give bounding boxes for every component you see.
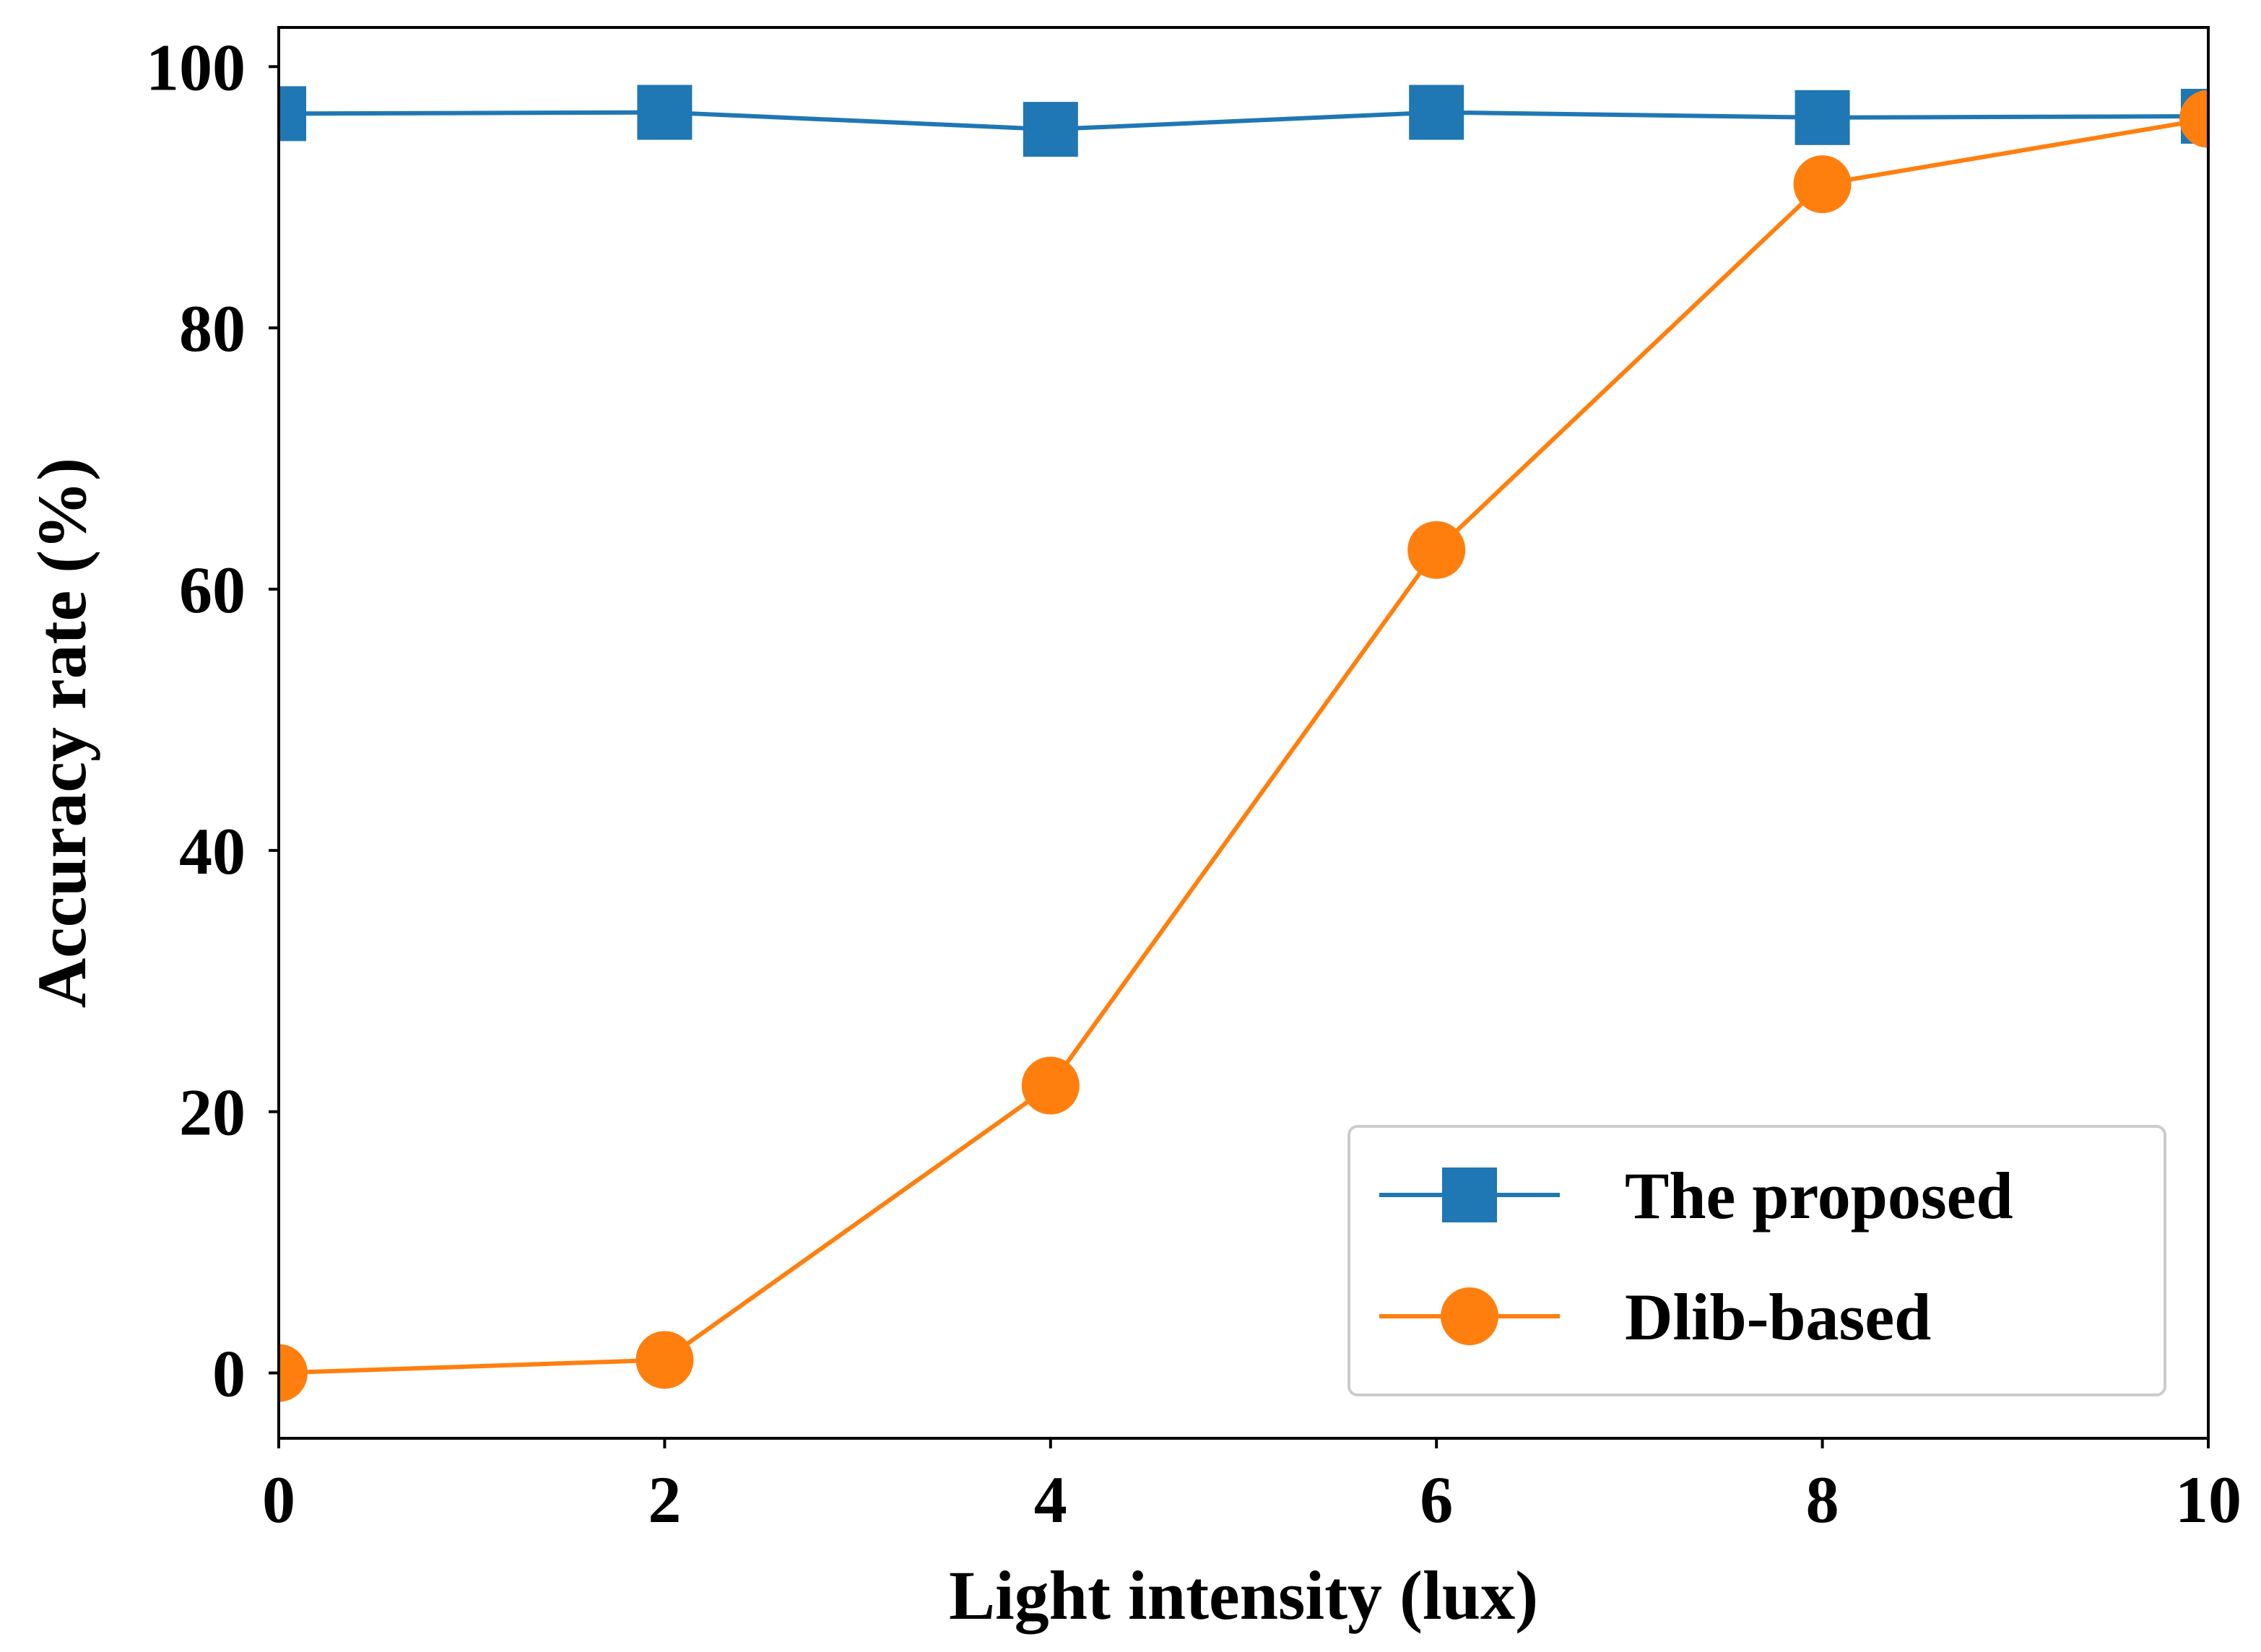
x-tick-label: 6 [1420, 1463, 1453, 1536]
x-tick-label: 8 [1806, 1463, 1839, 1536]
legend-label-dlib-based: Dlib-based [1625, 1280, 1931, 1354]
series-line-the-proposed [279, 110, 2208, 132]
legend-marker-dlib-based [1441, 1287, 1498, 1345]
y-tick-label: 60 [179, 553, 246, 627]
series-line-dlib-based [279, 116, 2208, 1375]
y-tick-label: 0 [212, 1337, 246, 1411]
data-point-dlib-based [1793, 155, 1852, 214]
data-point-the-proposed [1409, 84, 1464, 140]
y-axis-ticks: 0 20 40 60 80 100 [146, 30, 279, 1411]
y-axis-label: Accuracy rate (%) [23, 458, 100, 1008]
series-markers [279, 84, 2208, 1402]
data-point-dlib-based [279, 1344, 308, 1402]
x-tick-label: 2 [648, 1463, 681, 1536]
y-tick-label: 40 [179, 814, 246, 888]
y-tick-label: 80 [179, 292, 246, 365]
data-point-dlib-based [1021, 1056, 1080, 1115]
y-tick-label: 100 [146, 30, 246, 104]
y-tick-label: 20 [179, 1076, 246, 1149]
legend-label-the-proposed: The proposed [1625, 1159, 2013, 1233]
x-tick-label: 10 [2175, 1463, 2242, 1536]
data-point-dlib-based [635, 1331, 694, 1389]
data-point-the-proposed [1795, 90, 1850, 145]
legend: The proposed Dlib-based [1348, 1125, 2166, 1396]
data-point-the-proposed [279, 86, 306, 142]
series-lines [279, 110, 2208, 1375]
data-point-the-proposed [637, 84, 693, 140]
plot-area [277, 26, 2210, 1440]
x-axis-label: Light intensity (lux) [949, 1557, 1538, 1634]
axes-frame [277, 26, 2210, 1440]
x-axis-ticks: 0 2 4 6 8 10 [262, 1438, 2242, 1536]
x-tick-label: 4 [1034, 1463, 1067, 1536]
data-point-dlib-based [2179, 90, 2208, 148]
data-point-the-proposed [1023, 102, 1078, 157]
legend-entries: The proposed Dlib-based [1379, 1159, 2013, 1354]
data-point-dlib-based [1407, 521, 1466, 579]
x-tick-label: 0 [262, 1463, 295, 1536]
legend-marker-the-proposed [1442, 1168, 1497, 1222]
